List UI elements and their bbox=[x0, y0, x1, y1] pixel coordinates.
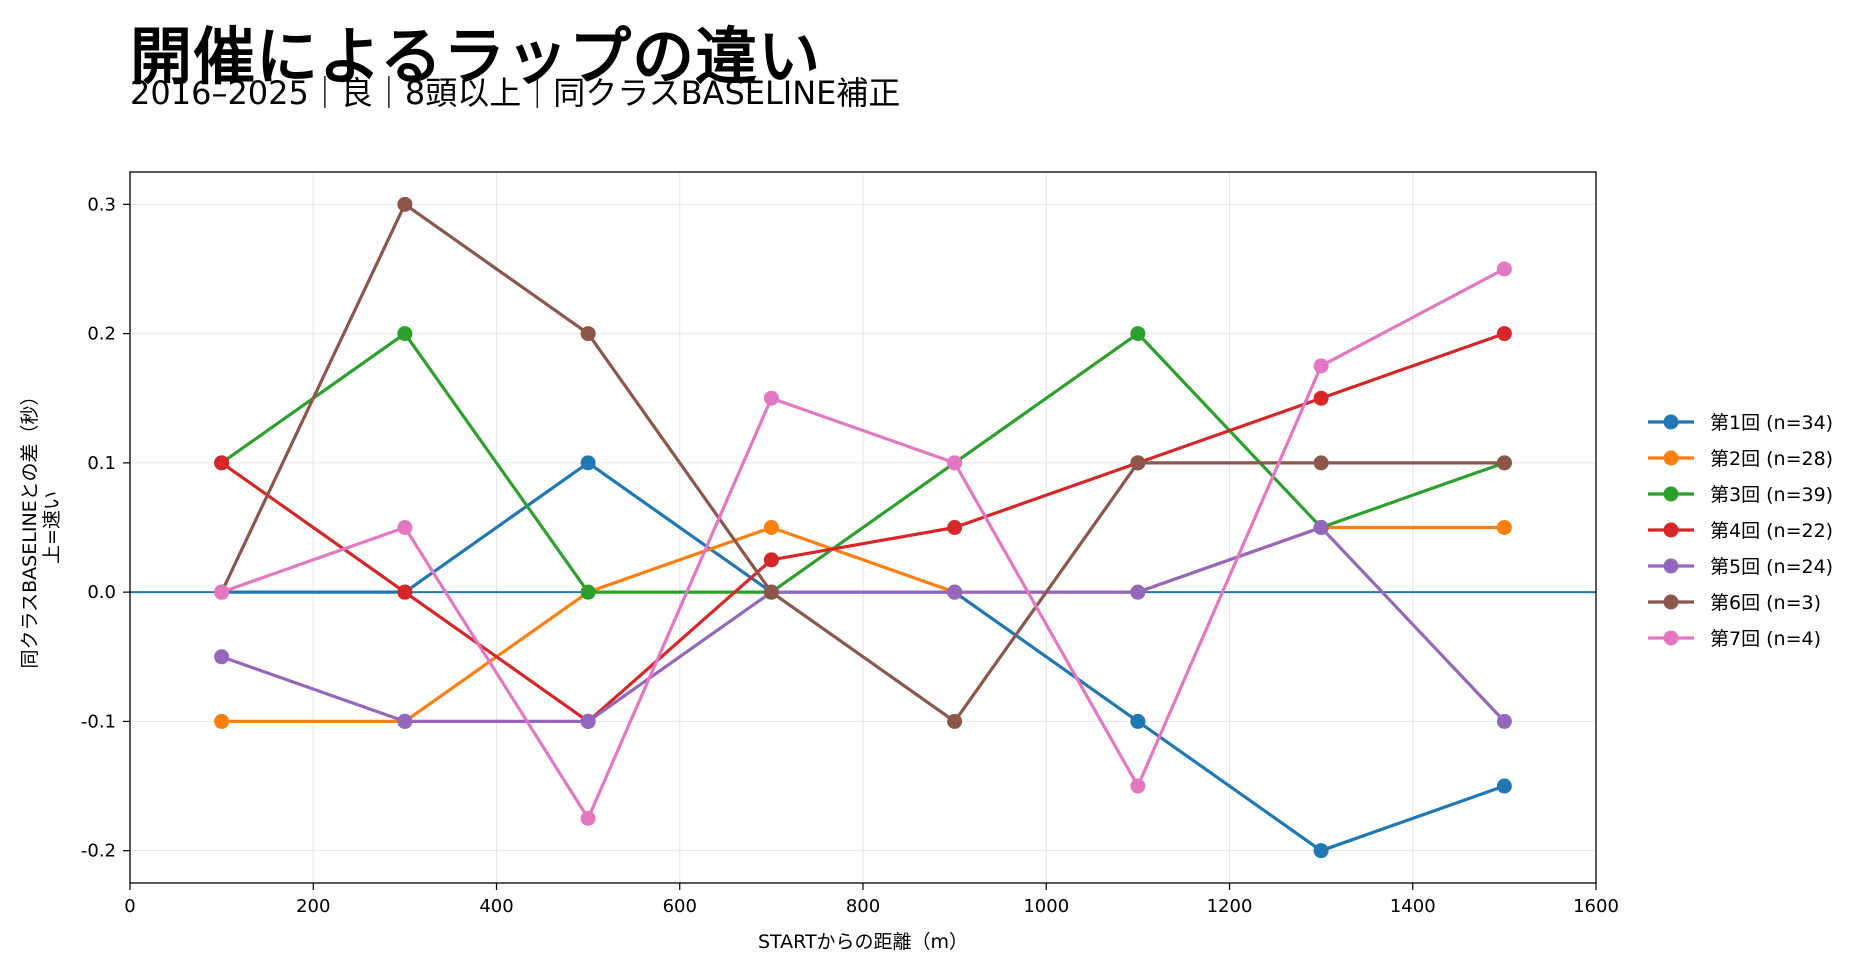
legend-swatch-marker bbox=[1663, 558, 1679, 574]
y-tick-label: 0.1 bbox=[87, 453, 116, 474]
data-point bbox=[580, 455, 596, 471]
series-line bbox=[221, 525, 1506, 724]
x-tick-label: 1200 bbox=[1207, 896, 1253, 917]
series-line bbox=[220, 332, 1505, 724]
legend-item: 第2回 (n=28) bbox=[1648, 448, 1833, 470]
data-point bbox=[1130, 713, 1146, 729]
y-axis-label-line: 上=速い bbox=[41, 491, 63, 564]
data-point bbox=[214, 713, 230, 729]
series-line bbox=[220, 202, 1505, 724]
legend-label: 第2回 (n=28) bbox=[1710, 448, 1833, 470]
data-point bbox=[1496, 261, 1512, 277]
data-point bbox=[1130, 326, 1146, 342]
legend-swatch-marker bbox=[1663, 594, 1679, 610]
legend-item: 第7回 (n=4) bbox=[1648, 628, 1821, 650]
series-line bbox=[221, 267, 1506, 820]
legend-swatch-marker bbox=[1663, 630, 1679, 646]
data-point bbox=[1496, 778, 1512, 794]
data-point bbox=[580, 326, 596, 342]
data-point bbox=[763, 390, 779, 406]
data-point bbox=[947, 455, 963, 471]
data-point bbox=[1313, 843, 1329, 859]
data-point bbox=[397, 326, 413, 342]
x-tick-label: 400 bbox=[479, 896, 513, 917]
x-tick-label: 0 bbox=[124, 896, 135, 917]
data-point bbox=[947, 584, 963, 600]
data-point bbox=[763, 584, 779, 600]
legend-label: 第7回 (n=4) bbox=[1710, 628, 1821, 650]
chart-subtitle: 2016–2025｜良｜8頭以上｜同クラスBASELINE補正 bbox=[130, 74, 901, 112]
y-axis-label: 同クラスBASELINEとの差（秒） 上=速い bbox=[19, 387, 63, 669]
data-point bbox=[580, 713, 596, 729]
data-point bbox=[580, 810, 596, 826]
chart-title: 開催によるラップの違い bbox=[130, 20, 822, 93]
legend-item: 第4回 (n=22) bbox=[1648, 520, 1833, 542]
legend-label: 第4回 (n=22) bbox=[1710, 520, 1833, 542]
x-axis-ticks: 0 200 400 600 800 1000 1200 1400 1600 bbox=[124, 883, 1619, 917]
legend-swatch-marker bbox=[1663, 522, 1679, 538]
legend-item: 第1回 (n=34) bbox=[1648, 412, 1833, 434]
data-point bbox=[1130, 584, 1146, 600]
legend: 第1回 (n=34) 第2回 (n=28) 第3回 (n=39) 第4回 (n=22)… bbox=[1648, 412, 1833, 650]
x-tick-label: 200 bbox=[296, 896, 330, 917]
x-tick-label: 1000 bbox=[1023, 896, 1069, 917]
x-tick-label: 1400 bbox=[1390, 896, 1436, 917]
data-point bbox=[214, 455, 230, 471]
data-point bbox=[397, 196, 413, 212]
y-tick-label: -0.1 bbox=[81, 711, 116, 732]
legend-swatch-marker bbox=[1663, 450, 1679, 466]
data-point bbox=[397, 520, 413, 535]
data-point bbox=[1313, 520, 1329, 535]
data-point bbox=[1496, 520, 1512, 535]
legend-item: 第6回 (n=3) bbox=[1648, 592, 1821, 614]
legend-item: 第3回 (n=39) bbox=[1648, 484, 1833, 506]
series-group bbox=[214, 196, 1512, 859]
data-point bbox=[763, 520, 779, 535]
legend-label: 第5回 (n=24) bbox=[1710, 556, 1833, 578]
legend-swatch-marker bbox=[1663, 486, 1679, 502]
legend-label: 第1回 (n=34) bbox=[1710, 412, 1833, 434]
x-tick-label: 800 bbox=[846, 896, 880, 917]
data-point bbox=[1496, 713, 1512, 729]
series-line bbox=[220, 331, 1505, 594]
data-point bbox=[1130, 778, 1146, 794]
y-tick-label: 0.3 bbox=[87, 194, 116, 215]
data-point bbox=[1496, 326, 1512, 342]
data-point bbox=[1313, 455, 1329, 471]
data-point bbox=[214, 584, 230, 600]
data-point bbox=[1313, 358, 1329, 374]
y-tick-label: -0.2 bbox=[81, 841, 116, 862]
y-tick-label: 0.2 bbox=[87, 324, 116, 345]
data-point bbox=[763, 552, 779, 568]
data-point bbox=[397, 584, 413, 600]
legend-swatch-marker bbox=[1663, 414, 1679, 430]
data-point bbox=[947, 713, 963, 729]
data-point bbox=[947, 520, 963, 535]
x-tick-label: 600 bbox=[663, 896, 697, 917]
x-tick-label: 1600 bbox=[1573, 896, 1619, 917]
data-point bbox=[1496, 455, 1512, 471]
x-axis-label: STARTからの距離（m） bbox=[758, 931, 968, 953]
data-point bbox=[580, 584, 596, 600]
series-5 bbox=[214, 520, 1512, 729]
legend-item: 第5回 (n=24) bbox=[1648, 556, 1833, 578]
data-point bbox=[1313, 390, 1329, 406]
y-tick-label: 0.0 bbox=[87, 582, 116, 603]
data-point bbox=[1130, 455, 1146, 471]
legend-label: 第6回 (n=3) bbox=[1710, 592, 1821, 614]
y-axis-label-line: 同クラスBASELINEとの差（秒） bbox=[19, 387, 41, 669]
y-axis-ticks: -0.2 -0.1 0.0 0.1 0.2 0.3 bbox=[81, 194, 130, 862]
series-7 bbox=[214, 261, 1512, 826]
data-point bbox=[397, 713, 413, 729]
legend-label: 第3回 (n=39) bbox=[1710, 484, 1833, 506]
data-point bbox=[214, 649, 230, 665]
